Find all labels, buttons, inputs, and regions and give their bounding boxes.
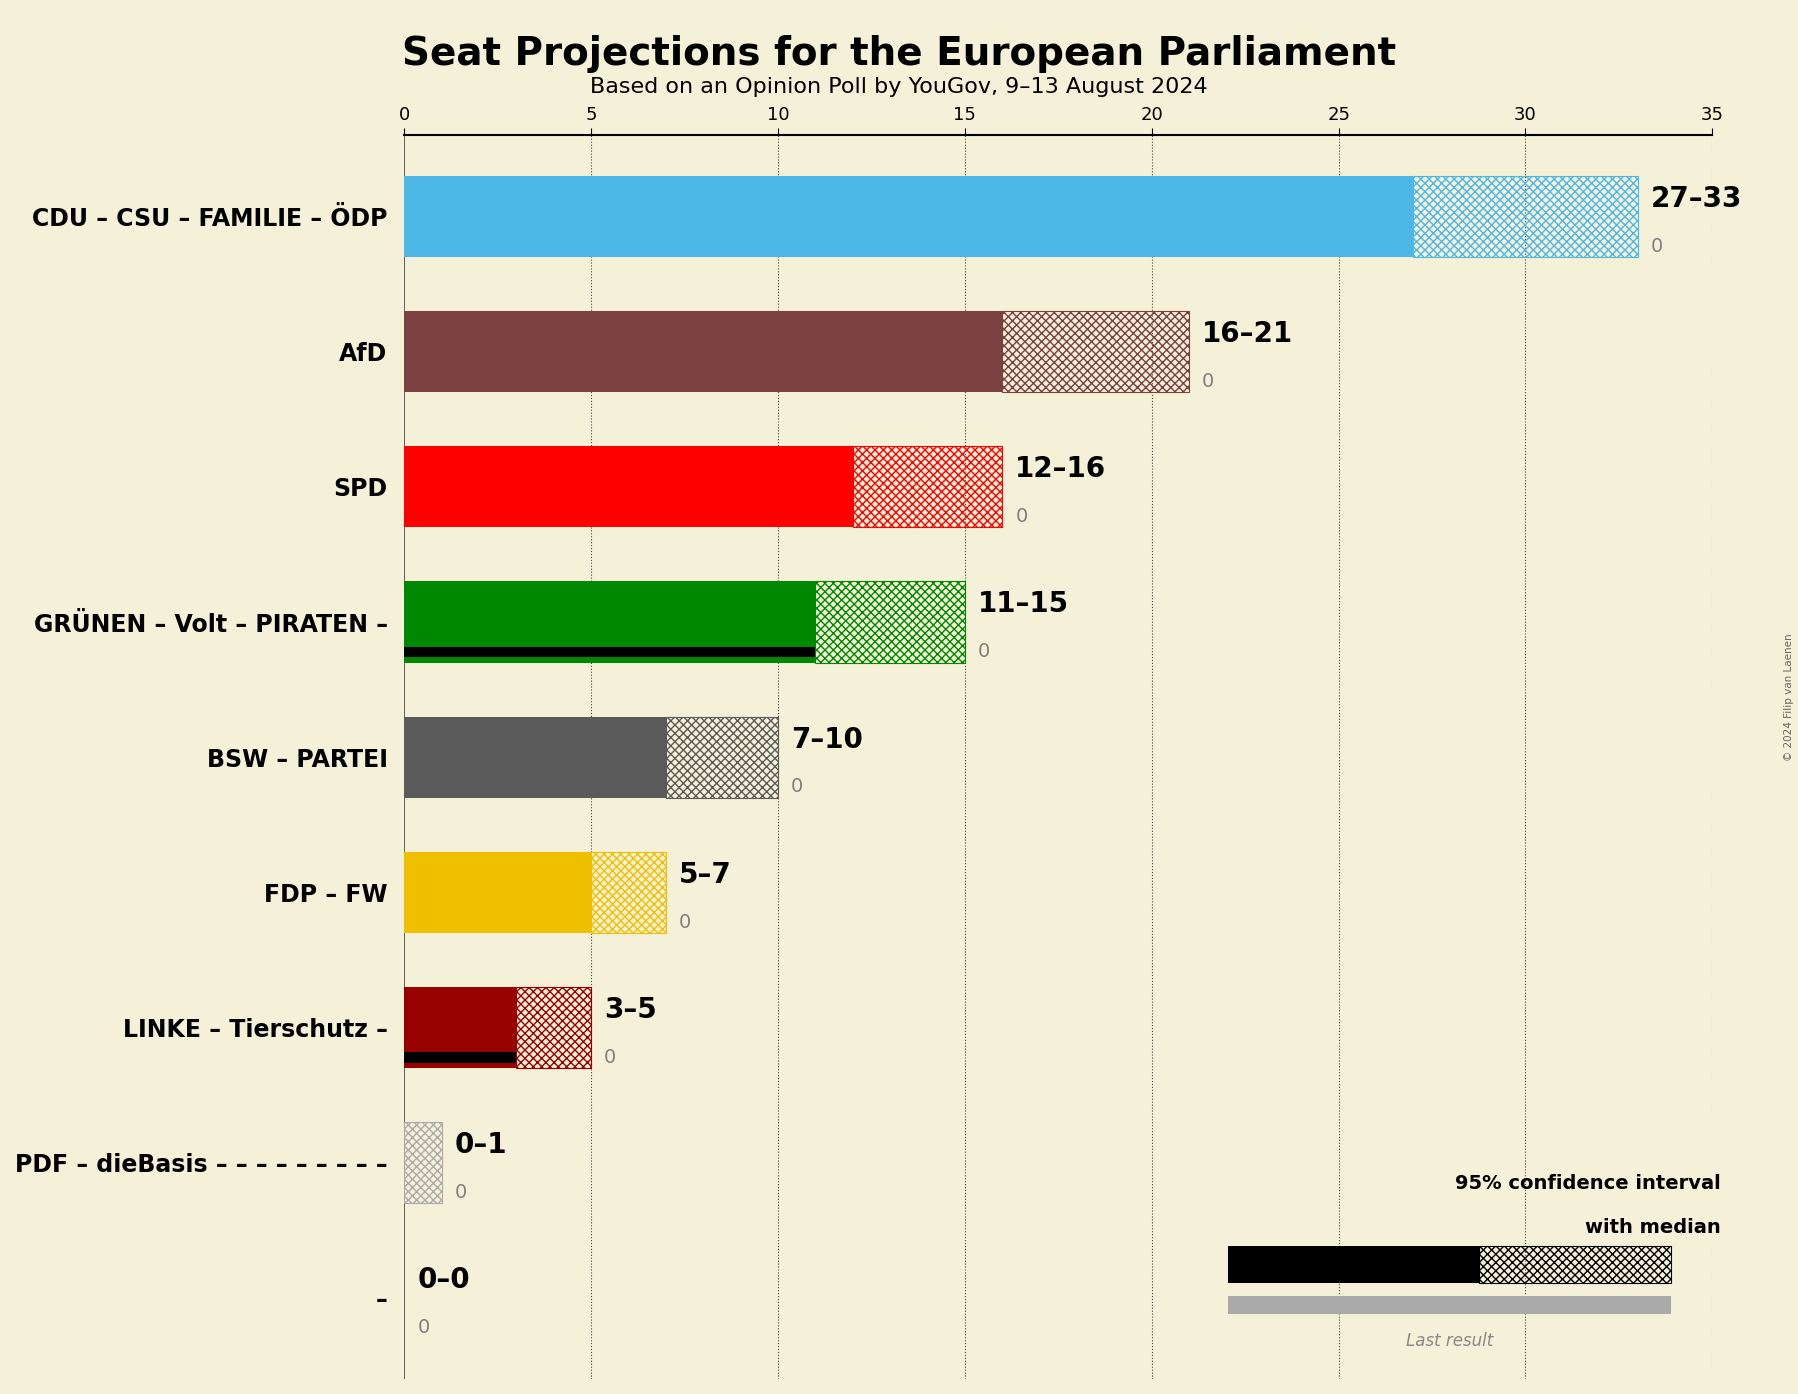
Text: 95% confidence interval: 95% confidence interval	[1455, 1174, 1721, 1193]
Bar	[1413, 176, 1638, 256]
Bar	[1001, 311, 1188, 392]
Text: 3–5: 3–5	[604, 995, 656, 1025]
Text: 5–7: 5–7	[680, 861, 732, 889]
Text: 0: 0	[791, 778, 804, 796]
Text: with median: with median	[1586, 1218, 1721, 1236]
Text: 11–15: 11–15	[978, 591, 1070, 619]
Text: 16–21: 16–21	[1203, 321, 1293, 348]
Bar	[405, 1052, 516, 1062]
Text: 0: 0	[1016, 507, 1028, 526]
Bar	[405, 581, 816, 662]
Bar	[405, 852, 592, 933]
Bar	[592, 852, 665, 933]
Bar	[852, 446, 1001, 527]
Text: 0–1: 0–1	[455, 1131, 507, 1160]
Text: Seat Projections for the European Parliament: Seat Projections for the European Parlia…	[403, 35, 1395, 72]
Bar	[405, 311, 1001, 392]
Bar	[816, 581, 966, 662]
Bar	[405, 1122, 442, 1203]
Text: Based on an Opinion Poll by YouGov, 9–13 August 2024: Based on an Opinion Poll by YouGov, 9–13…	[590, 77, 1208, 96]
Text: 0: 0	[1203, 372, 1214, 390]
Text: 0: 0	[1651, 237, 1663, 255]
Bar	[405, 446, 852, 527]
Text: 0: 0	[604, 1048, 617, 1066]
Text: 12–16: 12–16	[1016, 456, 1106, 484]
Bar	[665, 717, 779, 797]
Text: 0: 0	[978, 643, 991, 661]
Bar	[405, 987, 516, 1068]
Text: © 2024 Filip van Laenen: © 2024 Filip van Laenen	[1784, 633, 1794, 761]
Bar	[1480, 1246, 1670, 1282]
Bar	[1228, 1295, 1670, 1315]
Text: Last result: Last result	[1406, 1331, 1492, 1349]
Bar	[516, 987, 592, 1068]
Text: 0: 0	[417, 1319, 430, 1337]
Bar	[405, 647, 816, 658]
Bar	[405, 717, 665, 797]
Text: 0–0: 0–0	[417, 1266, 469, 1294]
Text: 0: 0	[680, 913, 690, 931]
Text: 7–10: 7–10	[791, 726, 863, 754]
Bar	[405, 176, 1413, 256]
Bar	[1228, 1246, 1480, 1282]
Text: 27–33: 27–33	[1651, 185, 1742, 213]
Text: 0: 0	[455, 1184, 467, 1202]
